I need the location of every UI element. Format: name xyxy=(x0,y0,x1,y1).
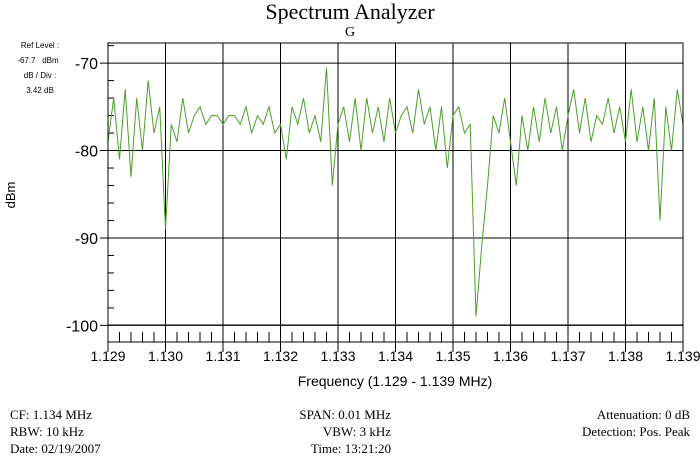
y-tick-label: -100 xyxy=(66,318,98,335)
footer-date: Date: 02/19/2007 xyxy=(10,441,101,456)
x-tick-label: 1.139 xyxy=(665,348,700,364)
footer-vbw: VBW: 3 kHz xyxy=(323,424,391,439)
y-tick-label: -70 xyxy=(75,56,98,73)
x-tick-labels: 1.129 1.130 1.131 1.132 1.133 1.134 1.135 1.136… xyxy=(90,348,700,364)
x-tick-label: 1.136 xyxy=(493,348,528,364)
spectrum-trace xyxy=(107,67,684,317)
x-tick-label: 1.129 xyxy=(90,348,125,364)
x-tick-label: 1.132 xyxy=(263,348,298,364)
db-div-label: dB / Div : xyxy=(24,71,56,80)
chart-title: Spectrum Analyzer xyxy=(265,0,435,24)
ref-level-value: -67.7 dBm xyxy=(17,56,59,65)
footer-attenuation: Attenuation: 0 dB xyxy=(597,407,690,422)
x-tick-label: 1.133 xyxy=(320,348,355,364)
y-tick-label: -80 xyxy=(75,144,98,161)
x-tick-label: 1.135 xyxy=(435,348,470,364)
ref-level-label: Ref Level : xyxy=(21,41,59,50)
y-axis-label: dBm xyxy=(3,182,18,209)
grid xyxy=(100,43,684,352)
x-tick-label: 1.137 xyxy=(550,348,585,364)
footer-cf: CF: 1.134 MHz xyxy=(10,407,92,422)
x-tick-label: 1.130 xyxy=(148,348,183,364)
chart-subtitle: G xyxy=(345,25,355,40)
footer-time: Time: 13:21:20 xyxy=(311,441,391,456)
x-tick-label: 1.131 xyxy=(205,348,240,364)
footer-span: SPAN: 0.01 MHz xyxy=(299,407,391,422)
x-tick-label: 1.134 xyxy=(378,348,413,364)
footer-rbw: RBW: 10 kHz xyxy=(10,424,84,439)
db-div-value: 3.42 dB xyxy=(26,86,54,95)
y-tick-labels: -70 -80 -90 -100 xyxy=(66,56,98,335)
x-axis-label: Frequency (1.129 - 1.139 MHz) xyxy=(298,373,493,389)
y-tick-label: -90 xyxy=(75,231,98,248)
footer-detection: Detection: Pos. Peak xyxy=(582,424,690,439)
ticks xyxy=(108,45,672,342)
x-tick-label: 1.138 xyxy=(608,348,643,364)
plot-frame xyxy=(107,42,684,343)
